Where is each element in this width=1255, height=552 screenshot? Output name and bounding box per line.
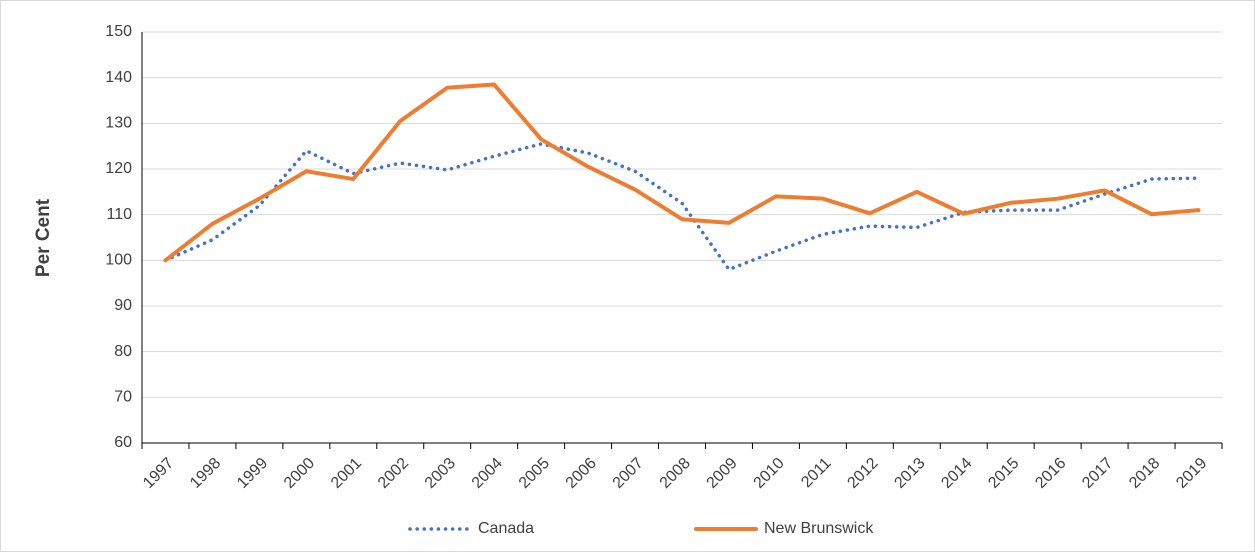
y-tick-label: 120	[105, 160, 132, 177]
y-tick-label: 60	[114, 434, 132, 451]
y-tick-label: 130	[105, 115, 132, 132]
series-line	[163, 142, 1201, 272]
y-tick-label: 100	[105, 252, 132, 269]
y-tick-label: 80	[114, 343, 132, 360]
series-line	[163, 82, 1201, 263]
y-tick-label: 90	[114, 297, 132, 314]
y-tick-label: 150	[105, 23, 132, 40]
legend-label: New Brunswick	[764, 520, 874, 537]
y-tick-label: 140	[105, 69, 132, 86]
y-axis-title: Per Cent	[33, 198, 54, 277]
y-tick-label: 110	[106, 206, 132, 223]
y-tick-label: 70	[114, 389, 132, 406]
legend-label: Canada	[478, 520, 534, 537]
